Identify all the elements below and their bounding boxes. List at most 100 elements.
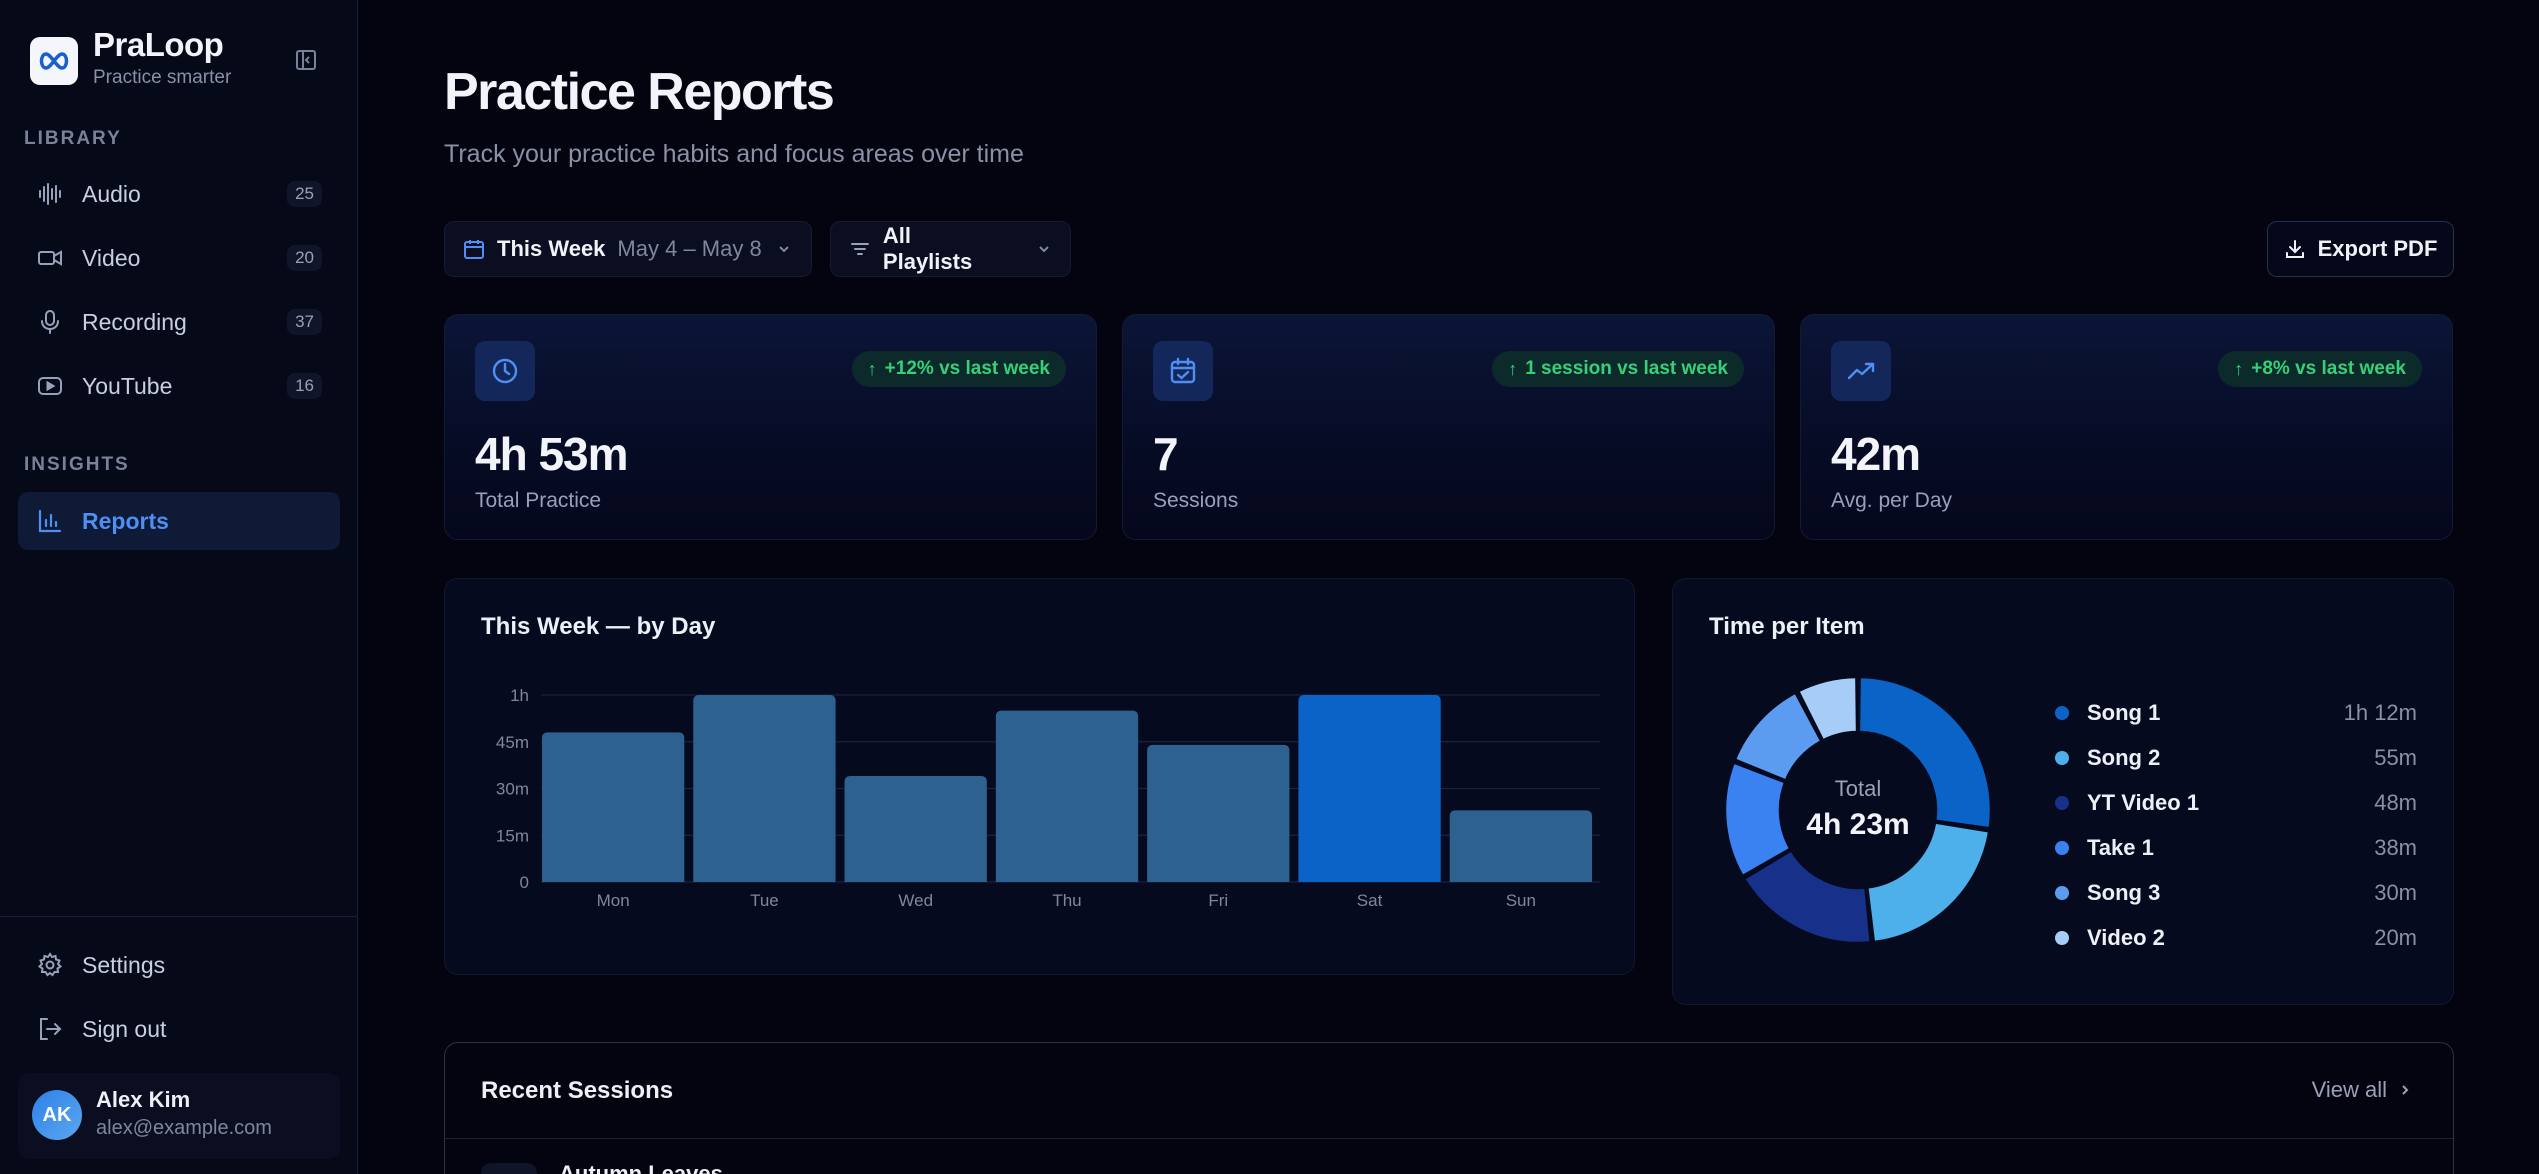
weekly-chart-panel: This Week — by Day 0 15m 30m 45m 1h Mon Tue Wed… (444, 578, 1635, 975)
legend-item: Video 2 20m (2055, 923, 2417, 953)
youtube-icon (36, 372, 64, 400)
donut-slice-video-2[interactable] (1796, 675, 1859, 742)
stat-label: Avg. per Day (1831, 489, 1953, 512)
app-logo[interactable] (30, 37, 78, 85)
user-card[interactable]: AK Alex Kim alex@example.com (18, 1073, 340, 1159)
bar-sat[interactable] (1298, 695, 1441, 882)
time-per-item-donut: Total 4h 23m (1723, 675, 1993, 945)
sidebar-item-label: Recording (82, 308, 187, 335)
user-email: alex@example.com (96, 1117, 272, 1139)
x-tick-label: Mon (597, 891, 630, 910)
session-title[interactable]: Autumn Leaves (559, 1161, 723, 1174)
legend-item: Song 3 30m (2055, 878, 2417, 908)
playlist-dropdown[interactable]: All Playlists (830, 221, 1071, 277)
stat-value: 4h 53m (475, 428, 629, 480)
legend-value: 20m (2374, 925, 2417, 950)
sign-out-icon (36, 1015, 64, 1043)
sidebar: PraLoop Practice smarter LIBRARY Audio 2… (0, 0, 358, 1174)
stat-card-sessions: ↑ 1 session vs last week 7 Sessions (1122, 314, 1775, 540)
y-tick-label: 15m (496, 826, 529, 845)
bar-fri[interactable] (1147, 744, 1290, 882)
insights-section-label: INSIGHTS (24, 454, 130, 475)
legend-swatch (2055, 706, 2069, 720)
sidebar-item-label: Settings (82, 951, 166, 978)
legend-value: 38m (2374, 835, 2417, 860)
sidebar-item-youtube[interactable]: YouTube 16 (18, 357, 340, 415)
stat-card-total-practice: ↑ +12% vs last week 4h 53m Total Practice (444, 314, 1097, 540)
legend-swatch (2055, 931, 2069, 945)
time-per-item-panel: Time per Item Total 4h 23m Song 1 1h 12m So… (1672, 578, 2454, 1005)
view-all-link[interactable]: View all (2312, 1077, 2413, 1103)
user-name: Alex Kim (96, 1087, 191, 1112)
stat-label: Sessions (1153, 489, 1239, 512)
donut-slice-yt-video-1[interactable] (1742, 848, 1873, 945)
stat-card-avg-per-day: ↑ +8% vs last week 42m Avg. per Day (1800, 314, 2453, 540)
legend-swatch (2055, 751, 2069, 765)
chevron-down-icon (1036, 241, 1052, 257)
sidebar-item-label: Reports (82, 507, 169, 534)
legend-item: Song 1 1h 12m (2055, 698, 2417, 728)
bar-wed[interactable] (844, 776, 987, 882)
donut-slice-song-3[interactable] (1733, 690, 1823, 783)
donut-slice-song-1[interactable] (1857, 675, 1993, 830)
sign-out-button[interactable]: Sign out (18, 1000, 340, 1058)
library-section-label: LIBRARY (24, 128, 122, 149)
legend-name: Song 1 (2087, 700, 2161, 725)
stat-badge: ↑ +8% vs last week (2218, 351, 2422, 387)
sidebar-item-video[interactable]: Video 20 (18, 229, 340, 287)
stat-value: 42m (1831, 428, 1921, 480)
sidebar-item-audio[interactable]: Audio 25 (18, 165, 340, 223)
sidebar-item-reports[interactable]: Reports (18, 492, 340, 550)
arrow-up-icon: ↑ (2234, 358, 2244, 379)
x-tick-label: Fri (1208, 891, 1228, 910)
recent-sessions-title: Recent Sessions (481, 1077, 674, 1104)
infinity-icon (39, 52, 69, 70)
donut-center-label: Total (1835, 776, 1881, 801)
bar-tue[interactable] (693, 695, 836, 882)
sidebar-item-label: YouTube (82, 372, 173, 399)
x-tick-label: Sun (1506, 891, 1536, 910)
legend-swatch (2055, 886, 2069, 900)
sidebar-item-settings[interactable]: Settings (18, 936, 340, 994)
donut-slice-song-2[interactable] (1865, 821, 1991, 944)
sidebar-toggle-icon (296, 50, 316, 70)
y-tick-label: 30m (496, 780, 529, 799)
sidebar-item-count: 37 (287, 309, 322, 335)
calendar-icon (464, 240, 484, 259)
y-tick-label: 1h (510, 686, 529, 705)
date-range-dropdown[interactable]: This Week May 4 – May 8 (444, 221, 812, 277)
bar-sun[interactable] (1449, 810, 1592, 882)
date-range-label: This Week (497, 236, 606, 261)
sidebar-item-label: Sign out (82, 1015, 167, 1042)
y-tick-label: 0 (520, 873, 529, 892)
bar-chart-icon (36, 507, 64, 535)
donut-slice-take-1[interactable] (1723, 761, 1792, 878)
legend-item: Song 2 55m (2055, 743, 2417, 773)
legend-swatch (2055, 796, 2069, 810)
waveform-icon (36, 180, 64, 208)
sidebar-divider (0, 916, 358, 917)
bar-mon[interactable] (542, 732, 685, 882)
sidebar-item-recording[interactable]: Recording 37 (18, 293, 340, 351)
legend-name: YT Video 1 (2087, 790, 2200, 815)
time-per-item-title: Time per Item (1709, 613, 1865, 640)
sidebar-item-count: 25 (287, 181, 322, 207)
chevron-right-icon (2402, 1085, 2409, 1095)
legend-name: Song 2 (2087, 745, 2161, 770)
stat-badge: ↑ 1 session vs last week (1492, 351, 1744, 387)
weekly-bar-chart: 0 15m 30m 45m 1h Mon Tue Wed Thu Fri Sat Sun (496, 686, 1600, 910)
sidebar-item-label: Audio (82, 180, 141, 207)
export-pdf-button[interactable]: Export PDF (2267, 221, 2454, 277)
legend-value: 1h 12m (2343, 700, 2417, 725)
x-tick-label: Wed (898, 891, 933, 910)
legend-name: Song 3 (2087, 880, 2161, 905)
bar-thu[interactable] (995, 710, 1139, 882)
collapse-sidebar-button[interactable] (292, 46, 320, 74)
page-subtitle: Track your practice habits and focus are… (444, 140, 1024, 168)
x-tick-label: Tue (750, 891, 779, 910)
export-pdf-label: Export PDF (2317, 236, 2438, 261)
legend-name: Take 1 (2087, 835, 2154, 860)
calendar-check-icon (1153, 341, 1213, 401)
page-title: Practice Reports (444, 63, 835, 121)
app-name: PraLoop (93, 26, 224, 63)
